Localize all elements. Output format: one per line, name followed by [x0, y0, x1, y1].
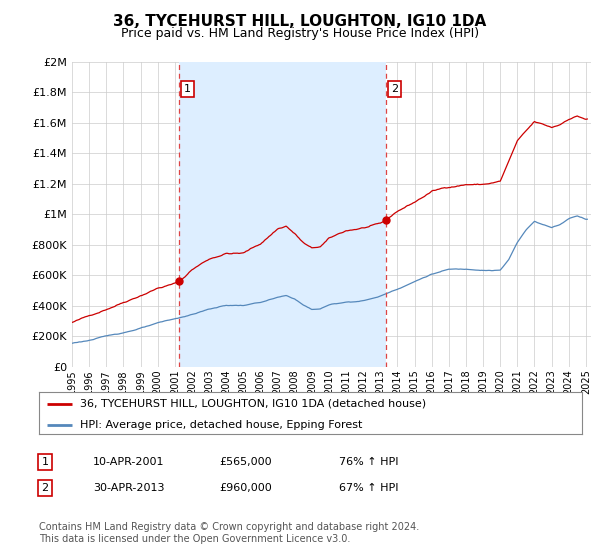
Text: £565,000: £565,000 [219, 457, 272, 467]
Text: Contains HM Land Registry data © Crown copyright and database right 2024.
This d: Contains HM Land Registry data © Crown c… [39, 522, 419, 544]
Text: 10-APR-2001: 10-APR-2001 [93, 457, 164, 467]
Text: Price paid vs. HM Land Registry's House Price Index (HPI): Price paid vs. HM Land Registry's House … [121, 27, 479, 40]
Text: 2: 2 [391, 84, 398, 94]
Text: 2: 2 [41, 483, 49, 493]
Text: 1: 1 [41, 457, 49, 467]
Text: 76% ↑ HPI: 76% ↑ HPI [339, 457, 398, 467]
Text: 1: 1 [184, 84, 191, 94]
Text: 36, TYCEHURST HILL, LOUGHTON, IG10 1DA: 36, TYCEHURST HILL, LOUGHTON, IG10 1DA [113, 14, 487, 29]
Text: 30-APR-2013: 30-APR-2013 [93, 483, 164, 493]
Text: £960,000: £960,000 [219, 483, 272, 493]
Text: HPI: Average price, detached house, Epping Forest: HPI: Average price, detached house, Eppi… [80, 420, 362, 430]
Bar [179, 62, 386, 367]
Text: 36, TYCEHURST HILL, LOUGHTON, IG10 1DA (detached house): 36, TYCEHURST HILL, LOUGHTON, IG10 1DA (… [80, 399, 426, 409]
Text: 67% ↑ HPI: 67% ↑ HPI [339, 483, 398, 493]
